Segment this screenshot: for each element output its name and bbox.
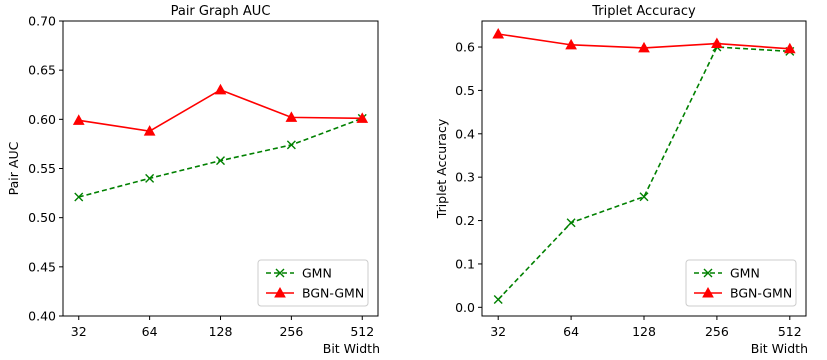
series-line-gmn [78, 117, 363, 198]
y-tick-label: 0.45 [28, 259, 56, 274]
x-axis-label: Bit Width [751, 341, 808, 356]
y-tick-label: 0.3 [455, 170, 475, 185]
data-point-gmn [639, 192, 649, 202]
chart-title: Triplet Accuracy [591, 4, 696, 19]
y-tick-label: 0.50 [28, 210, 56, 225]
legend-marker-bgn-gmn [274, 286, 286, 298]
legend-marker-bgn-gmn [702, 286, 714, 298]
x-tick-label: 256 [279, 324, 303, 339]
series-line-bgn-gmn [78, 88, 363, 132]
x-tick-label: 128 [632, 324, 656, 339]
y-tick-label: 0.4 [455, 126, 475, 141]
data-point-gmn [286, 140, 296, 150]
legend-marker-gmn [275, 268, 285, 278]
x-tick-label: 32 [71, 324, 87, 339]
legend: GMN BGN-GMN [257, 259, 369, 307]
legend-label: BGN-GMN [730, 286, 792, 301]
data-point-bgn-gmn [356, 112, 369, 123]
y-tick-label: 0.6 [455, 40, 475, 55]
y-tick-label: 0.60 [28, 112, 56, 127]
data-point-bgn-gmn [565, 38, 577, 50]
y-tick-label: 0.70 [28, 14, 56, 29]
y-tick-label: 0.5 [455, 83, 475, 98]
data-point-gmn [216, 156, 225, 166]
x-tick-label: 64 [142, 324, 158, 339]
chart-title: Pair Graph AUC [171, 4, 271, 19]
data-point-bgn-gmn [72, 114, 85, 125]
data-point-bgn-gmn [711, 37, 723, 49]
data-point-gmn [493, 295, 503, 305]
y-tick-label: 0.65 [28, 63, 56, 78]
y-tick-label: 0.55 [28, 161, 56, 176]
x-tick-label: 64 [563, 324, 579, 339]
x-tick-label: 512 [350, 324, 374, 339]
x-tick-label: 32 [490, 324, 506, 339]
y-tick-label: 0.40 [28, 309, 56, 324]
data-point-bgn-gmn [143, 125, 156, 136]
legend-label: BGN-GMN [302, 286, 364, 301]
y-axis-label: Pair AUC [6, 141, 21, 195]
y-tick-label: 0.1 [455, 256, 475, 271]
x-tick-label: 512 [778, 324, 802, 339]
data-point-bgn-gmn [285, 111, 298, 122]
x-axis-label: Bit Width [323, 341, 380, 356]
chart-panel-2: 0.0 0.1 0.2 0.3 0.4 0.5 0.6 32 64 128 256 512 Triple… [434, 4, 808, 356]
y-tick-label: 0.2 [455, 213, 475, 228]
data-point-gmn [145, 173, 155, 183]
data-point-bgn-gmn [783, 42, 796, 54]
x-tick-label: 256 [705, 324, 729, 339]
legend-box [257, 259, 369, 307]
legend-label: GMN [730, 266, 760, 281]
y-tick-label: 0.0 [455, 300, 475, 315]
data-point-bgn-gmn [492, 27, 505, 39]
x-tick-label: 128 [209, 324, 233, 339]
data-point-bgn-gmn [214, 83, 227, 95]
legend-marker-gmn [703, 268, 713, 278]
data-point-bgn-gmn [638, 41, 650, 53]
data-point-gmn [566, 218, 576, 228]
y-axis-label: Triplet Accuracy [434, 118, 449, 219]
legend-box [685, 259, 797, 307]
data-point-gmn [74, 192, 84, 202]
chart-panel-1: 0.40 0.45 0.50 0.55 0.60 0.65 0.70 32 64 128 256 51… [6, 4, 380, 356]
legend-label: GMN [302, 266, 332, 281]
legend: GMN BGN-GMN [685, 259, 797, 307]
